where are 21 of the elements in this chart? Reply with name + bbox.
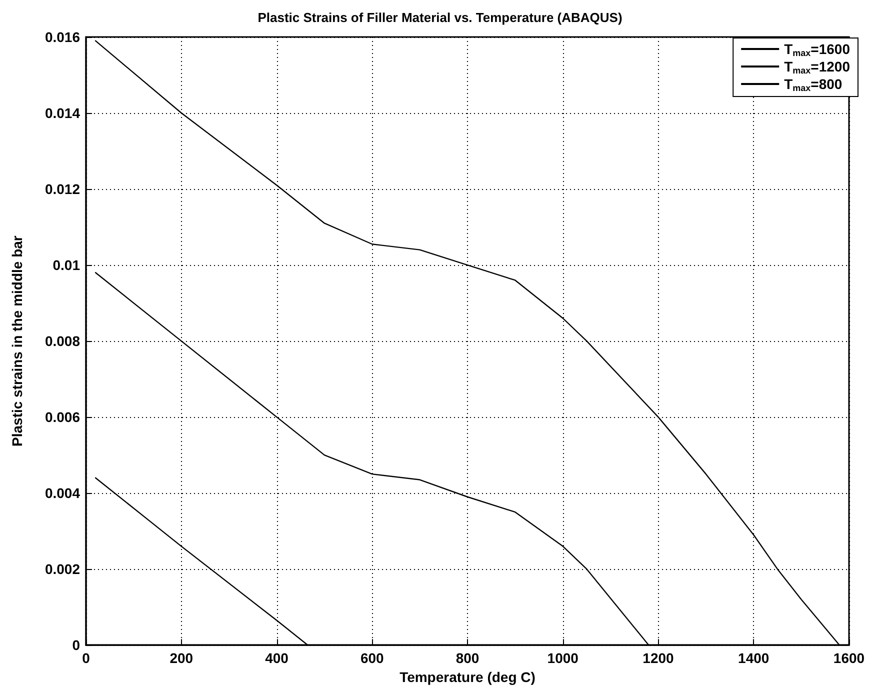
chart-title: Plastic Strains of Filler Material vs. Temperature (ABAQUS) (258, 10, 622, 25)
y-axis-title: Plastic strains in the middle bar (9, 235, 25, 446)
y-tick-label: 0.016 (44, 29, 80, 45)
y-tick-label: 0.014 (44, 105, 80, 122)
x-tick-label: 600 (360, 650, 384, 666)
y-tick-label: 0.006 (44, 409, 80, 426)
y-tick-label: 0 (72, 637, 80, 654)
y-tick-label: 0.012 (44, 181, 80, 198)
x-axis-title: Temperature (deg C) (400, 669, 536, 685)
x-tick-label: 200 (170, 650, 194, 666)
x-tick-label: 0 (82, 650, 90, 666)
y-tick-label: 0.002 (44, 561, 80, 578)
y-tick-label: 0.004 (44, 485, 80, 502)
y-tick-label: 0.01 (52, 257, 80, 274)
x-tick-label: 400 (265, 650, 289, 666)
x-tick-label: 1000 (547, 650, 579, 666)
x-tick-label: 1400 (738, 650, 770, 666)
x-tick-label: 1600 (833, 650, 865, 666)
y-tick-label: 0.008 (44, 333, 80, 350)
x-tick-label: 800 (456, 650, 480, 666)
x-tick-label: 1200 (642, 650, 674, 666)
